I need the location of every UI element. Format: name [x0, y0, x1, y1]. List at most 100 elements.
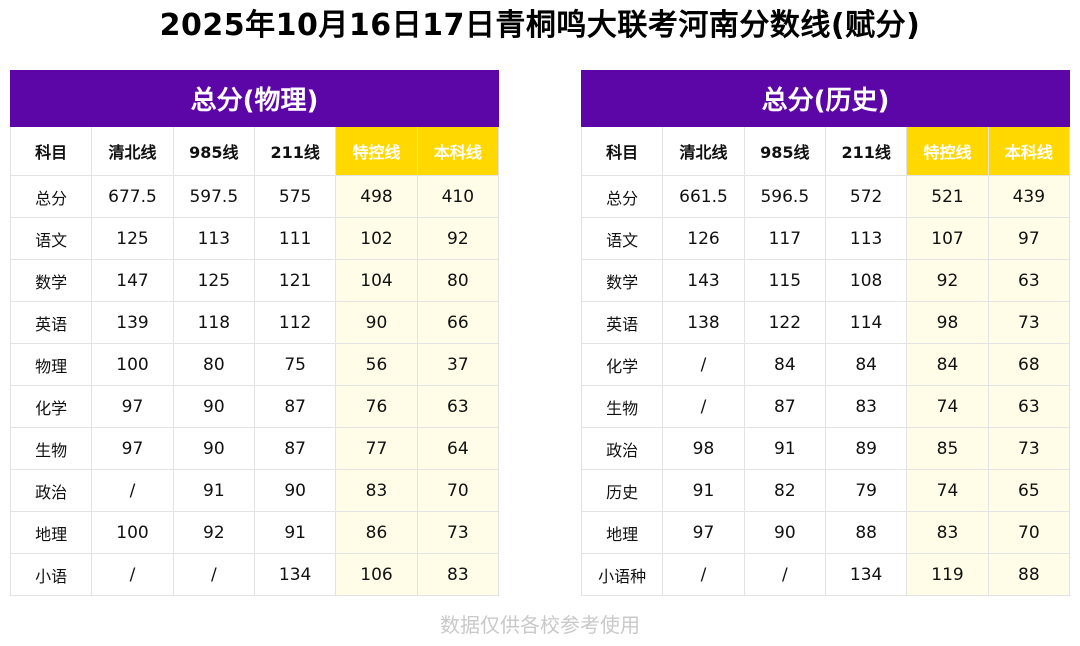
- cell-tekong: 76: [335, 385, 418, 428]
- cell-benke: 73: [416, 511, 500, 554]
- cell-985: 91: [743, 427, 826, 470]
- cell-211: 90: [253, 469, 337, 512]
- table-row: 英语 138 122 114 98 73: [580, 301, 1071, 344]
- cell-985: 115: [743, 259, 826, 302]
- cell-211: 75: [253, 343, 337, 386]
- cell-tekong: 498: [335, 175, 418, 218]
- cell-benke: 83: [416, 553, 500, 596]
- cell-subject: 数学: [580, 259, 664, 302]
- cell-985: 125: [172, 259, 255, 302]
- cell-985: 122: [743, 301, 826, 344]
- column-header-benke: 本科线: [987, 126, 1071, 176]
- cell-tekong: 104: [335, 259, 418, 302]
- table-row: 地理 97 90 88 83 70: [580, 511, 1071, 554]
- cell-benke: 64: [416, 427, 500, 470]
- cell-subject: 历史: [580, 469, 664, 512]
- cell-subject: 语文: [9, 217, 93, 260]
- cell-985: 596.5: [743, 175, 826, 218]
- cell-985: 90: [172, 427, 255, 470]
- cell-211: 87: [253, 385, 337, 428]
- cell-subject: 数学: [9, 259, 93, 302]
- cell-211: 111: [253, 217, 337, 260]
- cell-subject: 化学: [9, 385, 93, 428]
- cell-qingbei: 97: [91, 427, 174, 470]
- cell-subject: 小语: [9, 553, 93, 596]
- cell-qingbei: 91: [662, 469, 745, 512]
- cell-985: 87: [743, 385, 826, 428]
- cell-subject: 生物: [580, 385, 664, 428]
- cell-qingbei: 126: [662, 217, 745, 260]
- cell-benke: 70: [987, 511, 1071, 554]
- cell-subject: 英语: [580, 301, 664, 344]
- cell-211: 83: [824, 385, 908, 428]
- column-header-tekong: 特控线: [906, 126, 989, 176]
- cell-qingbei: 139: [91, 301, 174, 344]
- cell-benke: 410: [416, 175, 500, 218]
- footer-note: 数据仅供各校参考使用: [440, 613, 640, 637]
- cell-tekong: 86: [335, 511, 418, 554]
- cell-211: 88: [824, 511, 908, 554]
- page-title: 2025年10月16日17日青桐鸣大联考河南分数线(赋分): [159, 8, 921, 43]
- cell-benke: 63: [987, 259, 1071, 302]
- cell-211: 113: [824, 217, 908, 260]
- cell-benke: 73: [987, 427, 1071, 470]
- cell-qingbei: /: [91, 553, 174, 596]
- column-header-subject: 科目: [580, 126, 664, 176]
- table-row: 历史 91 82 79 74 65: [580, 469, 1071, 512]
- table-row: 语文 126 117 113 107 97: [580, 217, 1071, 260]
- cell-211: 575: [253, 175, 337, 218]
- cell-subject: 化学: [580, 343, 664, 386]
- table-row: 小语种 //134 119 88: [580, 553, 1071, 596]
- cell-211: 134: [824, 553, 908, 596]
- table-row: 数学 147 125 121 104 80: [9, 259, 500, 302]
- table-row: 生物 97 90 87 77 64: [9, 427, 500, 470]
- cell-subject: 政治: [580, 427, 664, 470]
- cell-subject: 地理: [580, 511, 664, 554]
- cell-benke: 66: [416, 301, 500, 344]
- cell-qingbei: 98: [662, 427, 745, 470]
- cell-985: /: [172, 553, 255, 596]
- cell-tekong: 92: [906, 259, 989, 302]
- cell-qingbei: 100: [91, 343, 174, 386]
- cell-qingbei: 97: [662, 511, 745, 554]
- column-header-qingbei: 清北线: [662, 126, 745, 176]
- cell-subject: 总分: [9, 175, 93, 218]
- cell-subject: 英语: [9, 301, 93, 344]
- cell-qingbei: 100: [91, 511, 174, 554]
- cell-benke: 70: [416, 469, 500, 512]
- cell-985: 90: [743, 511, 826, 554]
- cell-985: /: [743, 553, 826, 596]
- table-row: 政治/91 90 83 70: [9, 469, 500, 512]
- cell-subject: 政治: [9, 469, 93, 512]
- cell-tekong: 74: [906, 469, 989, 512]
- cell-benke: 439: [987, 175, 1071, 218]
- cell-tekong: 107: [906, 217, 989, 260]
- table-row: 物理 100 80 75 56 37: [9, 343, 500, 386]
- column-header-985: 985线: [172, 126, 255, 176]
- cell-tekong: 56: [335, 343, 418, 386]
- cell-qingbei: 138: [662, 301, 745, 344]
- cell-subject: 物理: [9, 343, 93, 386]
- cell-qingbei: 97: [91, 385, 174, 428]
- table-row: 地理 100 92 91 86 73: [9, 511, 500, 554]
- cell-benke: 65: [987, 469, 1071, 512]
- cell-tekong: 90: [335, 301, 418, 344]
- column-header-row: 科目 清北线 985线 211线 特控线 本科线: [580, 126, 1071, 176]
- cell-benke: 73: [987, 301, 1071, 344]
- cell-subject: 生物: [9, 427, 93, 470]
- cell-985: 118: [172, 301, 255, 344]
- cell-benke: 37: [416, 343, 500, 386]
- cell-tekong: 521: [906, 175, 989, 218]
- cell-qingbei: 661.5: [662, 175, 745, 218]
- column-header-211: 211线: [824, 126, 908, 176]
- cell-qingbei: 677.5: [91, 175, 174, 218]
- table-row: 英语 139 118 112 90 66: [9, 301, 500, 344]
- table-row: 数学 143 115 108 92 63: [580, 259, 1071, 302]
- column-header-subject: 科目: [9, 126, 93, 176]
- cell-211: 134: [253, 553, 337, 596]
- cell-qingbei: /: [91, 469, 174, 512]
- cell-211: 79: [824, 469, 908, 512]
- cell-211: 87: [253, 427, 337, 470]
- cell-benke: 63: [987, 385, 1071, 428]
- cell-benke: 63: [416, 385, 500, 428]
